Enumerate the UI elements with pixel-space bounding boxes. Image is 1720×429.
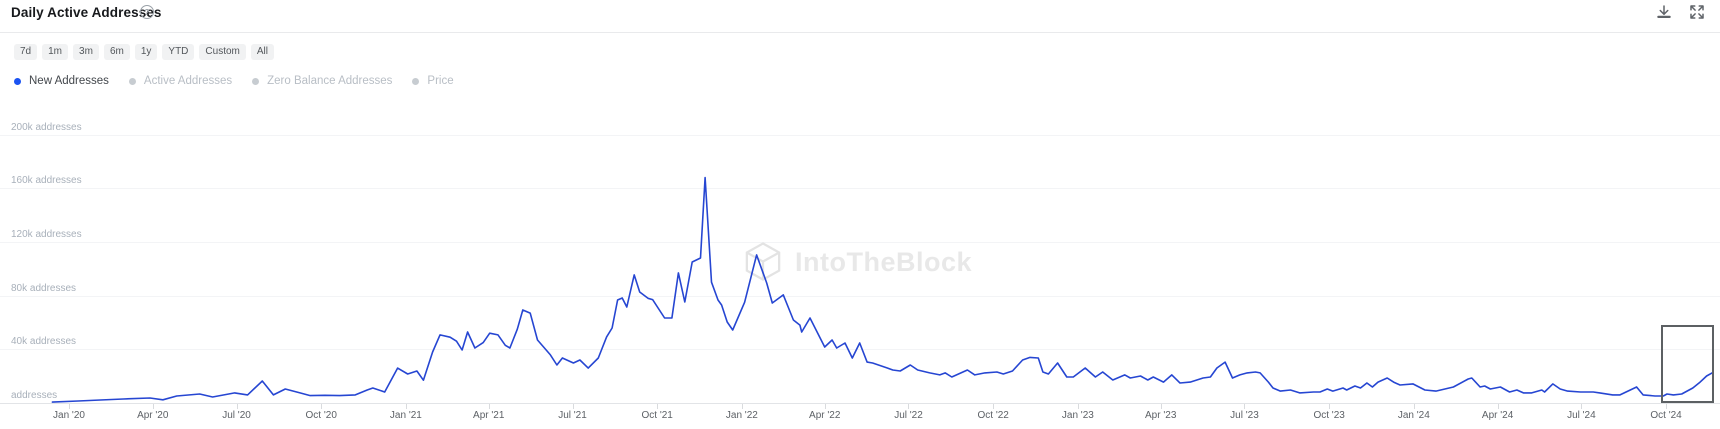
range-button-3m[interactable]: 3m bbox=[73, 44, 99, 60]
x-axis-label: Oct '21 bbox=[641, 410, 673, 421]
help-icon[interactable]: ? bbox=[140, 5, 154, 19]
range-button-7d[interactable]: 7d bbox=[14, 44, 38, 60]
legend-label: New Addresses bbox=[29, 75, 109, 87]
range-button-6m[interactable]: 6m bbox=[103, 44, 130, 60]
legend-dot bbox=[14, 77, 21, 85]
range-button-1m[interactable]: 1m bbox=[42, 44, 69, 60]
x-axis-tick bbox=[1497, 404, 1499, 409]
legend-label: Price bbox=[427, 75, 454, 87]
gridline-200000 bbox=[0, 134, 1720, 136]
x-axis-label: Apr '21 bbox=[473, 410, 505, 421]
range-button-ytd[interactable]: YTD bbox=[162, 44, 195, 60]
x-axis-tick bbox=[152, 404, 154, 409]
gridline-0 bbox=[0, 403, 1720, 404]
y-axis-label: 120k addresses bbox=[11, 228, 82, 240]
y-axis-label: 160k addresses bbox=[11, 175, 82, 187]
legend-item-active-addresses[interactable]: Active Addresses bbox=[128, 75, 233, 87]
x-axis-tick bbox=[572, 404, 574, 409]
x-axis-tick bbox=[1160, 404, 1162, 409]
legend-item-new-addresses[interactable]: New Addresses bbox=[14, 75, 109, 87]
legend-dot bbox=[412, 77, 420, 85]
x-axis-label: Oct '20 bbox=[305, 410, 337, 421]
legend-label: Active Addresses bbox=[143, 75, 233, 87]
x-axis-label: Apr '20 bbox=[137, 410, 169, 421]
x-axis-label: Jul '21 bbox=[558, 410, 587, 421]
x-axis-tick bbox=[657, 404, 659, 409]
x-axis-label: Oct '23 bbox=[1313, 410, 1345, 421]
x-axis-label: Apr '22 bbox=[809, 410, 841, 421]
x-axis-label: Jan '20 bbox=[53, 410, 85, 421]
watermark-text: IntoTheBlock bbox=[795, 247, 973, 277]
x-axis-label: Jul '22 bbox=[894, 410, 923, 421]
intotheblock-cube-icon bbox=[745, 242, 781, 281]
legend-item-zero-balance-addresses[interactable]: Zero Balance Addresses bbox=[252, 75, 392, 87]
y-axis-label: 80k addresses bbox=[11, 282, 77, 294]
legend-dot bbox=[252, 77, 260, 85]
legend-item-price[interactable]: Price bbox=[412, 75, 454, 87]
download-icon[interactable] bbox=[1655, 3, 1673, 21]
x-axis-tick bbox=[69, 404, 70, 409]
x-axis-label: Jul '23 bbox=[1230, 410, 1259, 421]
range-button-all[interactable]: All bbox=[250, 44, 274, 60]
legend: New Addresses Active Addresses Zero Balanc… bbox=[14, 75, 454, 87]
header-divider bbox=[0, 32, 1720, 33]
gridline-40000 bbox=[0, 349, 1720, 351]
x-axis-label: Jul '24 bbox=[1567, 410, 1596, 421]
widget-header: Daily Active Addresses ? bbox=[0, 0, 1720, 32]
x-axis-label: Oct '22 bbox=[977, 410, 1009, 421]
page-title: Daily Active Addresses bbox=[11, 5, 162, 20]
x-axis-tick bbox=[321, 404, 323, 409]
x-axis-tick bbox=[824, 404, 826, 409]
x-axis-tick bbox=[405, 404, 407, 409]
legend-label: Zero Balance Addresses bbox=[267, 75, 393, 87]
gridline-160000 bbox=[0, 188, 1720, 190]
new-addresses-series-line bbox=[51, 176, 1713, 403]
x-axis-tick bbox=[1329, 404, 1331, 409]
highlight-rectangle bbox=[1660, 325, 1714, 403]
range-button-custom[interactable]: Custom bbox=[199, 44, 246, 60]
x-axis-label: Apr '24 bbox=[1481, 410, 1514, 421]
watermark: IntoTheBlock bbox=[744, 241, 972, 284]
x-axis-label: Jan '23 bbox=[1061, 410, 1094, 421]
x-axis-label: Jan '24 bbox=[1397, 410, 1430, 421]
gridline-80000 bbox=[0, 295, 1720, 297]
y-axis-label: addresses bbox=[11, 390, 58, 401]
fullscreen-icon[interactable] bbox=[1688, 3, 1706, 21]
x-axis-label: Oct '24 bbox=[1650, 410, 1682, 421]
y-axis-label: 200k addresses bbox=[11, 121, 82, 133]
x-axis-tick bbox=[1077, 404, 1079, 409]
x-axis-tick bbox=[236, 404, 238, 409]
x-axis-tick bbox=[488, 404, 490, 409]
x-axis-tick bbox=[1413, 404, 1415, 409]
x-axis-tick bbox=[1244, 404, 1246, 409]
x-axis-tick bbox=[993, 404, 995, 409]
x-axis-label: Jan '21 bbox=[389, 410, 422, 421]
legend-dot bbox=[128, 77, 136, 85]
x-axis-tick bbox=[1666, 404, 1668, 409]
x-axis-label: Apr '23 bbox=[1145, 410, 1177, 421]
range-button-1y[interactable]: 1y bbox=[134, 44, 158, 60]
x-axis-label: Jul '20 bbox=[222, 410, 251, 421]
x-axis-label: Jan '22 bbox=[725, 410, 758, 421]
x-axis-tick bbox=[908, 404, 910, 409]
x-axis-tick bbox=[741, 404, 743, 409]
x-axis-tick bbox=[1581, 404, 1583, 409]
time-range-selector: 7d 1m 3m 6m 1y YTD Custom All bbox=[14, 44, 274, 60]
y-axis-label: 40k addresses bbox=[11, 336, 77, 348]
